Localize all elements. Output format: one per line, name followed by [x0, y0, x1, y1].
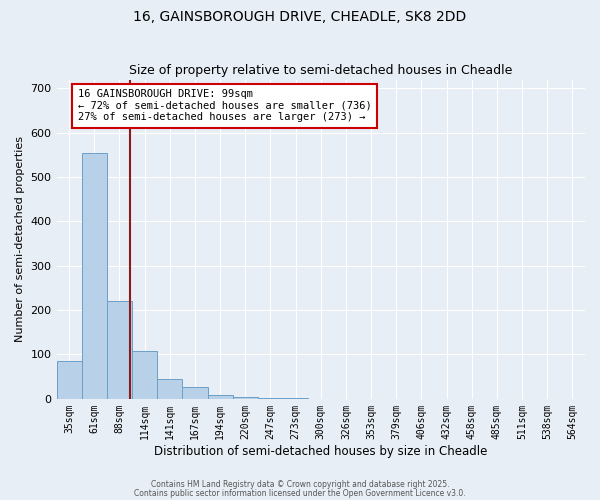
Bar: [208, 395, 233, 399]
Bar: [56, 361, 82, 399]
Text: 16, GAINSBOROUGH DRIVE, CHEADLE, SK8 2DD: 16, GAINSBOROUGH DRIVE, CHEADLE, SK8 2DD: [133, 10, 467, 24]
Bar: [132, 352, 157, 399]
Bar: [258, 398, 283, 399]
Text: Contains HM Land Registry data © Crown copyright and database right 2025.: Contains HM Land Registry data © Crown c…: [151, 480, 449, 489]
X-axis label: Distribution of semi-detached houses by size in Cheadle: Distribution of semi-detached houses by …: [154, 444, 487, 458]
Bar: [157, 380, 182, 399]
Text: Contains public sector information licensed under the Open Government Licence v3: Contains public sector information licen…: [134, 488, 466, 498]
Text: 16 GAINSBOROUGH DRIVE: 99sqm
← 72% of semi-detached houses are smaller (736)
27%: 16 GAINSBOROUGH DRIVE: 99sqm ← 72% of se…: [77, 89, 371, 122]
Title: Size of property relative to semi-detached houses in Cheadle: Size of property relative to semi-detach…: [129, 64, 512, 77]
Bar: [107, 302, 132, 399]
Bar: [233, 396, 258, 399]
Bar: [182, 387, 208, 399]
Bar: [82, 152, 107, 399]
Y-axis label: Number of semi-detached properties: Number of semi-detached properties: [15, 136, 25, 342]
